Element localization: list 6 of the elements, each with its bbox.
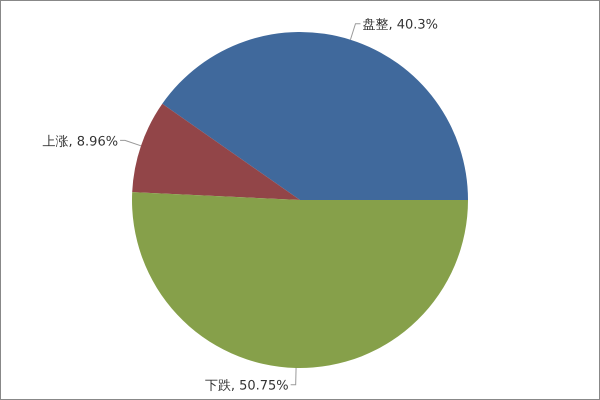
pie-slice: [132, 192, 468, 368]
slice-label: 盘整, 40.3%: [362, 18, 438, 33]
slice-label: 下跌, 50.75%: [204, 378, 289, 394]
pie-slice: [132, 104, 300, 200]
slice-label: 上涨, 8.96%: [42, 134, 118, 150]
pie-slice: [162, 32, 468, 200]
